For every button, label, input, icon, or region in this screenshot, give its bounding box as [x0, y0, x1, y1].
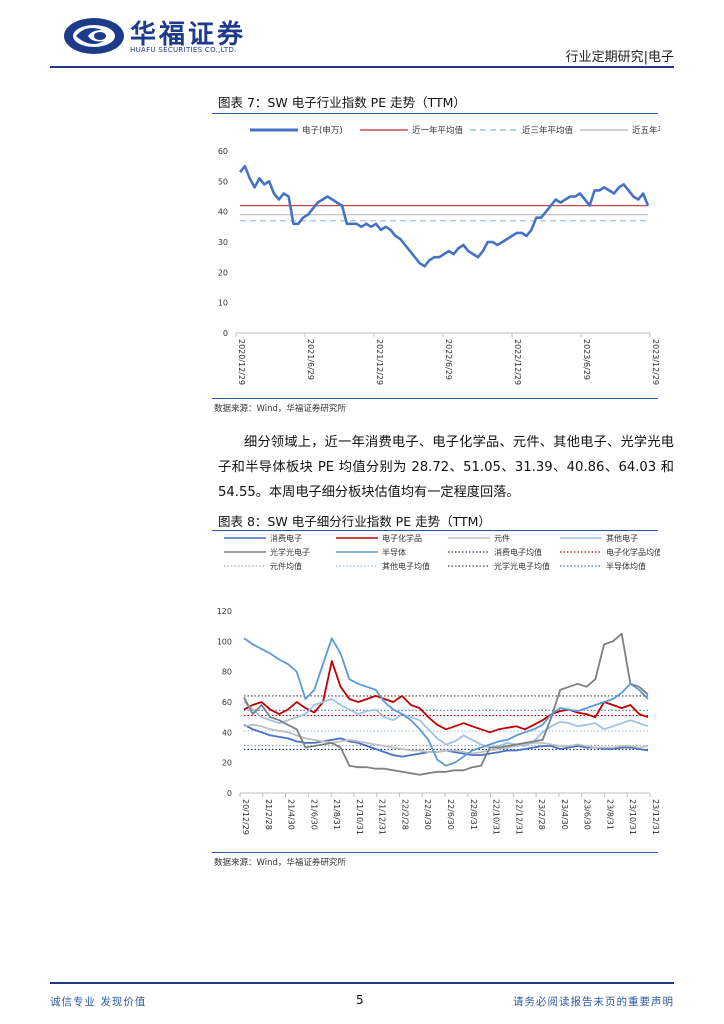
legend-label-7: 电子化学品均值: [606, 547, 660, 557]
x-tick-label-0: 20/12/29: [241, 799, 250, 835]
footer-slogan: 诚信专业 发现价值: [50, 996, 147, 1008]
legend-label-10: 光学光电子均值: [494, 561, 550, 571]
y-tick-label-4: 80: [222, 668, 232, 677]
x-tick-label-13: 23/2/28: [537, 799, 546, 830]
y-tick-label-1: 10: [218, 299, 228, 308]
x-tick-label-5: 21/10/31: [355, 799, 364, 835]
x-tick-label-4: 21/8/31: [332, 799, 341, 830]
legend-label-3: 其他电子: [606, 533, 638, 543]
x-tick-label-14: 23/4/30: [560, 799, 569, 830]
y-tick-label-4: 40: [218, 208, 228, 217]
y-tick-label-3: 60: [222, 698, 232, 707]
legend-label-1: 电子化学品: [382, 533, 422, 543]
x-tick-label-3: 21/6/30: [309, 799, 318, 830]
x-tick-label-2: 2021/12/29: [375, 339, 384, 385]
footer-divider: [50, 982, 674, 984]
legend-label-11: 半导体均值: [606, 561, 646, 571]
x-tick-label-18: 23/12/31: [651, 799, 660, 835]
x-tick-label-1: 2021/6/29: [306, 339, 315, 380]
report-type: 行业定期研究|电子: [565, 50, 674, 65]
x-tick-label-1: 21/2/28: [264, 799, 273, 830]
x-tick-label-12: 22/12/31: [514, 799, 523, 835]
x-tick-label-17: 23/10/31: [628, 799, 637, 835]
y-tick-label-3: 30: [218, 238, 228, 247]
x-tick-label-7: 22/2/28: [400, 799, 409, 830]
series-line-0: [238, 164, 650, 268]
body-paragraph-text: 细分领域上，近一年消费电子、电子化学品、元件、其他电子、光学光电子和半导体板块 …: [218, 435, 674, 500]
figure7-title-rule: [212, 113, 658, 114]
y-tick-label-2: 40: [222, 728, 232, 737]
y-tick-label-1: 20: [222, 759, 232, 768]
figure7-source: 数据来源：Wind，华福证券研究所: [214, 404, 346, 414]
legend-label-2: 元件: [494, 533, 510, 543]
figure7-bottom-rule: [212, 398, 658, 399]
huafu-logo-icon: [64, 18, 124, 54]
y-tick-label-5: 50: [218, 177, 228, 186]
legend-label-6: 消费电子均值: [494, 547, 542, 557]
figure8-title: 图表 8：SW 电子细分行业指数 PE 走势（TTM）: [218, 514, 491, 529]
x-tick-label-9: 22/6/30: [446, 799, 455, 830]
x-tick-label-3: 2022/6/29: [444, 339, 453, 380]
figure8-source: 数据来源：Wind，华福证券研究所: [214, 858, 346, 868]
x-tick-label-6: 2023/12/29: [651, 339, 660, 385]
legend-label-1: 近一年平均值: [412, 125, 464, 136]
x-tick-label-16: 23/8/31: [605, 799, 614, 830]
company-name-en: HUAFU SECURITIES CO.,LTD.: [130, 46, 237, 54]
y-tick-label-2: 20: [218, 268, 228, 277]
x-tick-label-11: 22/10/31: [492, 799, 501, 835]
series-line-2: [243, 723, 649, 755]
y-tick-label-6: 120: [217, 607, 232, 616]
series-line-4: [243, 632, 649, 776]
footer-disclaimer: 请务必阅读报告末页的重要声明: [513, 996, 674, 1008]
legend-label-2: 近三年平均值: [522, 125, 574, 136]
chart-sw-electronics-pe: 电子(申万) 近一年平均值 近三年平均值 近五年平均值 0 10 20 30 40 50 60 202…: [218, 125, 660, 385]
y-tick-label-0: 0: [227, 789, 232, 798]
figure8-bottom-rule: [212, 852, 658, 853]
figure8-title-rule: [212, 530, 658, 531]
x-tick-label-8: 22/4/30: [423, 799, 432, 830]
x-tick-label-5: 2023/6/29: [582, 339, 591, 380]
series-line-1: [243, 660, 649, 734]
legend-label-0: 电子(申万): [302, 125, 343, 136]
x-tick-label-10: 22/8/31: [469, 799, 478, 830]
legend-label-0: 消费电子: [270, 533, 302, 543]
legend-label-9: 其他电子均值: [382, 561, 430, 571]
legend-label-3: 近五年平均值: [632, 125, 660, 136]
series-line-3: [243, 698, 649, 749]
x-tick-label-6: 21/12/31: [378, 799, 387, 835]
series-line-5: [243, 637, 649, 767]
header-divider: [50, 66, 674, 68]
x-tick-label-15: 23/6/30: [583, 799, 592, 830]
x-tick-label-2: 21/4/30: [287, 799, 296, 830]
legend-label-5: 半导体: [382, 547, 406, 557]
legend-label-4: 光学光电子: [270, 547, 310, 557]
page-number: 5: [356, 993, 364, 1007]
body-paragraph: 细分领域上，近一年消费电子、电子化学品、元件、其他电子、光学光电子和半导体板块 …: [218, 430, 674, 505]
company-name-cn: 华福证券: [130, 20, 247, 50]
figure7-title: 图表 7：SW 电子行业指数 PE 走势（TTM）: [218, 95, 466, 110]
y-tick-label-5: 100: [217, 637, 232, 646]
legend-label-8: 元件均值: [270, 561, 302, 571]
x-tick-label-4: 2022/12/29: [513, 339, 522, 385]
y-tick-label-0: 0: [223, 329, 228, 338]
y-tick-label-6: 60: [218, 147, 228, 156]
x-tick-label-0: 2020/12/29: [237, 339, 246, 385]
